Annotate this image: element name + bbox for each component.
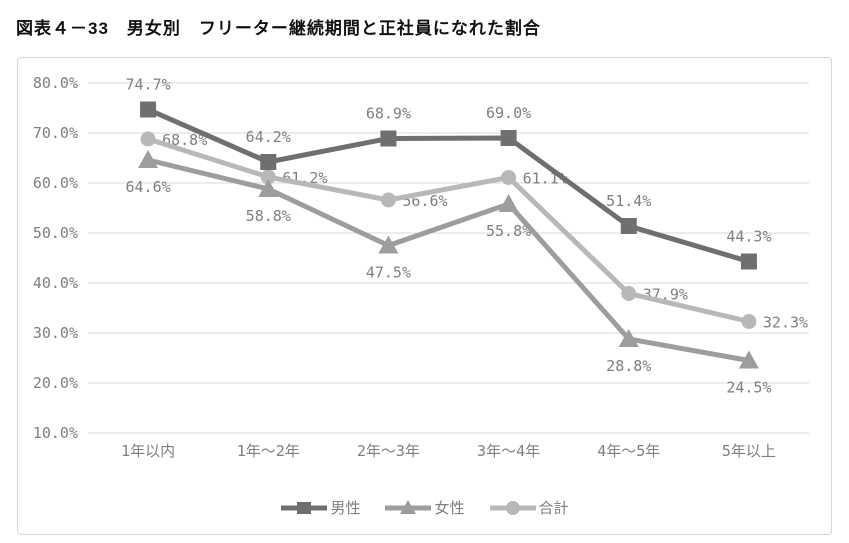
chart-panel: 80.0% 70.0% 60.0% 50.0% 40.0% 30.0% 20.0% 10.0%…	[17, 57, 832, 535]
data-label-total: 32.3%	[763, 314, 808, 332]
x-tick-label: 1年～2年	[237, 442, 300, 460]
y-tick-label: 50.0%	[33, 224, 78, 242]
series-marker-male	[620, 218, 637, 234]
legend-label-total: 合計	[538, 499, 569, 517]
series-line-total	[147, 136, 750, 324]
data-label-female: 64.6%	[126, 178, 171, 196]
data-label-female: 47.5%	[366, 264, 411, 282]
series-line-female	[147, 157, 750, 363]
legend-item-female: 女性	[384, 497, 465, 518]
data-label-male: 64.2%	[246, 128, 291, 146]
series-marker-female	[618, 329, 639, 347]
series-marker-male	[740, 253, 757, 270]
legend-label-female: 女性	[434, 499, 465, 517]
data-label-male: 68.9%	[366, 105, 411, 123]
series-marker-male	[140, 101, 157, 118]
legend: 男性 女性 合計	[18, 497, 831, 518]
y-tick-label: 80.0%	[33, 74, 78, 92]
series-marker-female	[498, 194, 519, 212]
line-chart: 80.0% 70.0% 60.0% 50.0% 40.0% 30.0% 20.0% 10.0%…	[33, 74, 809, 460]
data-label-male: 44.3%	[726, 228, 771, 246]
x-tick-label: 1年以内	[121, 442, 175, 460]
data-label-male: 69.0%	[486, 104, 531, 122]
series-marker-female	[258, 179, 279, 197]
series-marker-total	[741, 314, 757, 329]
y-tick-label: 70.0%	[33, 124, 78, 142]
y-tick-label: 40.0%	[33, 274, 78, 292]
series-marker-total	[621, 286, 637, 301]
legend-marker-male	[281, 501, 328, 514]
series-marker-male	[380, 130, 397, 147]
legend-label-male: 男性	[330, 499, 361, 517]
x-tick-label: 2年～3年	[357, 442, 420, 460]
legend-item-male: 男性	[280, 497, 360, 518]
data-label-female: 55.8%	[486, 222, 531, 240]
x-tick-label: 5年以上	[722, 442, 776, 460]
y-tick-label: 60.0%	[33, 174, 78, 192]
figure-title: 図表４－33 男女別 フリーター継続期間と正社員になれた割合	[16, 19, 541, 38]
data-label-male: 51.4%	[606, 192, 651, 210]
series-marker-total	[260, 169, 276, 185]
series-marker-total	[380, 192, 396, 208]
y-tick-label: 20.0%	[33, 374, 78, 392]
x-tick-label: 4年～5年	[597, 442, 660, 460]
series-marker-total	[140, 131, 156, 147]
legend-marker-female	[385, 499, 432, 514]
data-label-male: 74.7%	[126, 76, 171, 94]
series-marker-female	[738, 350, 759, 369]
series-marker-female	[378, 235, 399, 254]
legend-marker-total	[489, 500, 536, 515]
series-marker-male	[500, 130, 517, 146]
x-tick-label: 3年～4年	[477, 442, 540, 460]
y-tick-label: 10.0%	[33, 424, 78, 442]
y-tick-label: 30.0%	[33, 324, 78, 342]
series-marker-male	[260, 154, 277, 170]
series-line-male	[147, 107, 750, 264]
series-marker-female	[138, 150, 159, 168]
legend-item-total: 合計	[489, 497, 569, 518]
series-marker-total	[501, 170, 517, 185]
data-label-female: 24.5%	[726, 379, 771, 397]
data-label-female: 28.8%	[606, 357, 651, 375]
data-label-female: 58.8%	[246, 207, 291, 225]
